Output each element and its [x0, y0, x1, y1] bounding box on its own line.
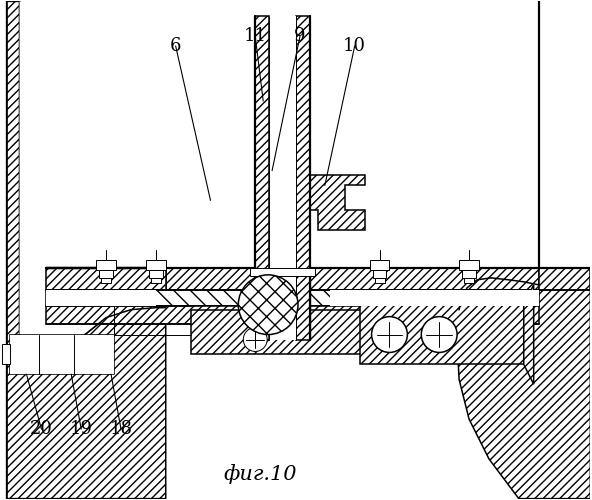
Bar: [375, 278, 385, 283]
Bar: [151, 278, 161, 283]
Bar: [9, 334, 40, 374]
Text: 19: 19: [70, 420, 93, 438]
Bar: [46, 306, 539, 324]
Bar: [464, 278, 474, 283]
Bar: [459, 260, 479, 270]
Bar: [46, 290, 156, 306]
Bar: [462, 270, 476, 278]
Bar: [46, 290, 539, 306]
Circle shape: [422, 316, 457, 352]
Bar: [99, 270, 113, 278]
Polygon shape: [310, 176, 365, 230]
Bar: [166, 268, 539, 290]
Polygon shape: [539, 2, 590, 285]
Text: 18: 18: [110, 420, 133, 438]
Text: 20: 20: [30, 420, 53, 438]
Bar: [539, 268, 590, 290]
Circle shape: [239, 275, 298, 334]
Polygon shape: [7, 2, 166, 498]
Text: 6: 6: [170, 37, 181, 55]
Bar: [255, 16, 269, 340]
Text: 9: 9: [294, 27, 305, 45]
Text: 11: 11: [244, 27, 267, 45]
Polygon shape: [20, 2, 166, 370]
Bar: [369, 260, 390, 270]
Bar: [74, 334, 114, 374]
Bar: [96, 260, 116, 270]
Bar: [372, 270, 387, 278]
Bar: [191, 310, 409, 354]
Bar: [360, 304, 524, 364]
Bar: [250, 268, 315, 276]
Bar: [46, 268, 166, 290]
Bar: [9, 334, 114, 374]
Bar: [101, 278, 111, 283]
Circle shape: [243, 328, 267, 351]
Bar: [296, 16, 310, 340]
Bar: [146, 260, 166, 270]
Text: 10: 10: [343, 37, 366, 55]
Bar: [2, 344, 9, 364]
Polygon shape: [457, 2, 590, 498]
Bar: [330, 290, 539, 306]
Text: фиг.10: фиг.10: [223, 464, 297, 484]
Polygon shape: [524, 285, 533, 384]
Bar: [269, 16, 296, 340]
Bar: [40, 334, 74, 374]
Circle shape: [372, 316, 407, 352]
Bar: [149, 270, 163, 278]
